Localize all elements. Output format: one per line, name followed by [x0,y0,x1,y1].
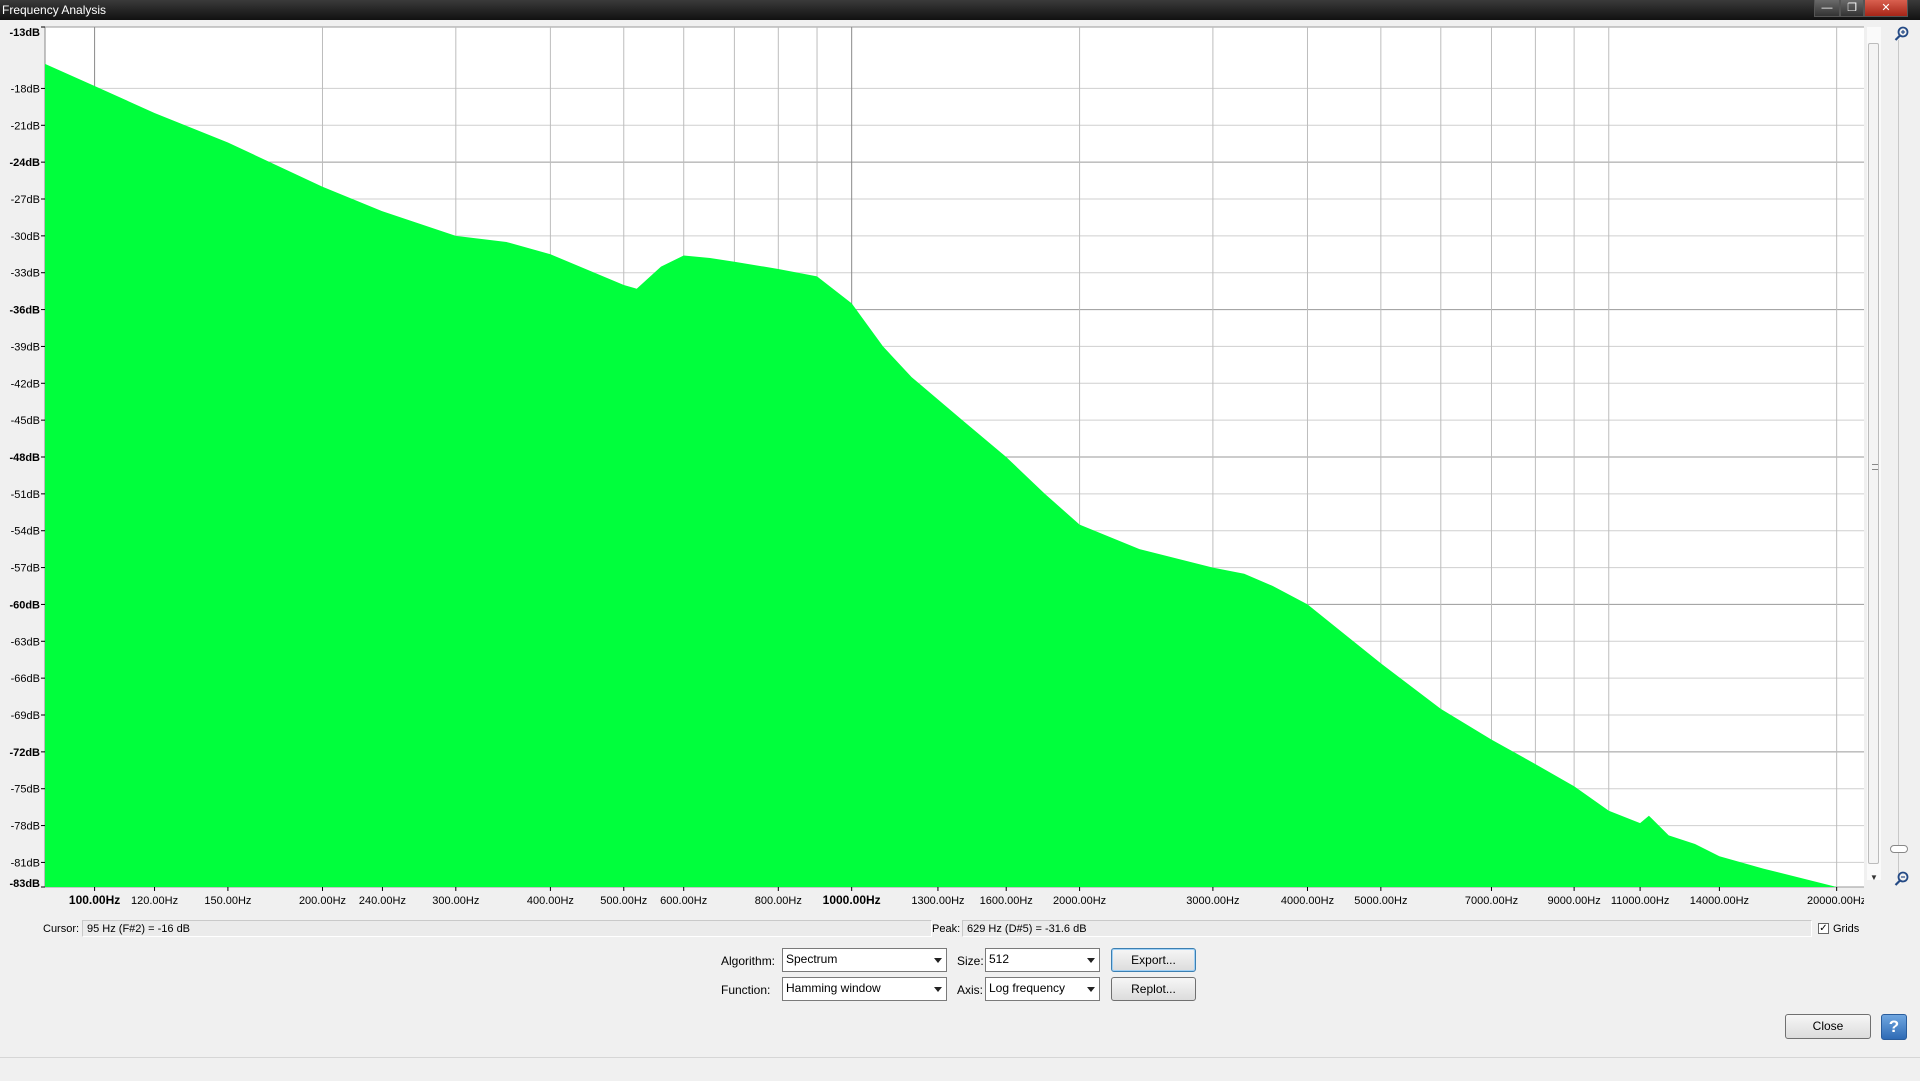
x-tick-label: 500.00Hz [600,895,647,907]
axis-value: Log frequency [989,981,1066,995]
spectrum-plot[interactable]: -13dB -18dB -21dB -24dB -27dB -30dB -33dB -36dB… [0,20,1864,910]
size-select[interactable]: 512 [985,948,1100,972]
title-bar: Frequency Analysis — ❐ ✕ [0,0,1920,20]
peak-readout: 629 Hz (D#5) = -31.6 dB [962,920,1812,937]
y-tick-label: -81dB [11,857,40,869]
y-tick-label: -54dB [11,526,40,538]
y-tick-label: -51dB [11,489,40,501]
grids-checkbox[interactable]: ✓ [1818,923,1829,934]
y-tick-label: -48dB [9,452,40,464]
y-tick-label: -27dB [11,194,40,206]
x-tick-label: 1000.00Hz [823,893,881,907]
y-tick-label: -33dB [11,268,40,280]
x-tick-label: 3000.00Hz [1186,895,1239,907]
x-tick-label: 5000.00Hz [1354,895,1407,907]
zoom-slider-handle[interactable] [1890,845,1908,853]
cursor-value: 95 Hz (F#2) = -16 dB [87,923,191,935]
x-tick-label: 2000.00Hz [1053,895,1106,907]
algorithm-value: Spectrum [786,952,838,966]
y-tick-label: -75dB [11,784,40,796]
chevron-down-icon [1087,958,1095,963]
x-tick-label: 14000.00Hz [1690,895,1749,907]
chevron-down-icon [1087,987,1095,992]
zoom-in-icon[interactable] [1894,26,1910,42]
vertical-scrollbar[interactable] [1867,27,1881,880]
x-tick-label: 600.00Hz [660,895,707,907]
y-tick-label: -69dB [11,710,40,722]
y-tick-label: -72dB [9,747,40,759]
chevron-down-icon [934,958,942,963]
y-tick-label: -24dB [9,157,40,169]
close-window-button[interactable]: ✕ [1864,0,1908,17]
function-value: Hamming window [786,981,881,995]
x-tick-label: 11000.00Hz [1611,895,1670,907]
x-tick-label: 7000.00Hz [1465,895,1518,907]
replot-button[interactable]: Replot... [1111,977,1196,1001]
x-tick-label: 400.00Hz [527,895,574,907]
peak-label: Peak: [932,923,961,935]
algorithm-label: Algorithm: [721,954,776,968]
x-tick-label: 1600.00Hz [980,895,1033,907]
y-tick-label: -78dB [11,821,40,833]
y-tick-label: -30dB [11,231,40,243]
x-axis: 100.00Hz 120.00Hz 150.00Hz 200.00Hz 240.00Hz… [69,887,1864,907]
spectrum-area [45,63,1837,887]
grip-icon [1872,464,1878,470]
x-tick-label: 100.00Hz [69,893,120,907]
x-tick-label: 1300.00Hz [911,895,964,907]
y-axis: -13dB -18dB -21dB -24dB -27dB -30dB -33dB -36dB… [9,26,45,890]
maximize-button[interactable]: ❐ [1840,0,1864,17]
zoom-out-icon[interactable] [1894,871,1910,887]
minimize-button[interactable]: — [1814,0,1840,17]
window-title: Frequency Analysis [2,3,107,17]
bottom-status-bar [0,1057,1920,1081]
scrollbar-thumb[interactable] [1868,43,1879,864]
function-label: Function: [721,983,771,997]
size-value: 512 [989,952,1010,966]
x-tick-label: 4000.00Hz [1281,895,1334,907]
cursor-readout: 95 Hz (F#2) = -16 dB [82,920,932,937]
y-tick-label: -66dB [11,673,40,685]
x-tick-label: 150.00Hz [204,895,251,907]
x-tick-label: 120.00Hz [131,895,178,907]
y-tick-label: -21dB [11,120,40,132]
grids-label: Grids [1833,923,1860,935]
algorithm-select[interactable]: Spectrum [782,948,947,972]
cursor-label: Cursor: [43,923,80,935]
export-button[interactable]: Export... [1111,948,1196,972]
y-tick-label: -39dB [11,341,40,353]
help-button[interactable]: ? [1881,1014,1907,1040]
y-tick-label: -18dB [11,83,40,95]
y-tick-label: -45dB [11,415,40,427]
x-tick-label: 800.00Hz [755,895,802,907]
chevron-down-icon [934,987,942,992]
y-tick-label: -13dB [9,27,40,39]
y-tick-label: -42dB [11,378,40,390]
peak-value: 629 Hz (D#5) = -31.6 dB [967,923,1087,935]
zoom-slider-track [1898,40,1899,880]
y-tick-label: -63dB [11,636,40,648]
close-button[interactable]: Close [1785,1014,1871,1039]
x-tick-label: 240.00Hz [359,895,406,907]
y-tick-label: -83dB [9,878,40,890]
x-tick-label: 200.00Hz [299,895,346,907]
x-tick-label: 20000.00Hz [1807,895,1864,907]
x-tick-label: 9000.00Hz [1548,895,1601,907]
y-tick-label: -57dB [11,563,40,575]
function-select[interactable]: Hamming window [782,977,947,1001]
size-label: Size: [957,954,984,968]
y-tick-label: -36dB [9,305,40,317]
x-tick-label: 300.00Hz [432,895,479,907]
axis-label: Axis: [957,983,984,997]
scroll-down-arrow-icon[interactable]: ▼ [1870,873,1878,882]
axis-select[interactable]: Log frequency [985,977,1100,1001]
y-tick-label: -60dB [9,599,40,611]
